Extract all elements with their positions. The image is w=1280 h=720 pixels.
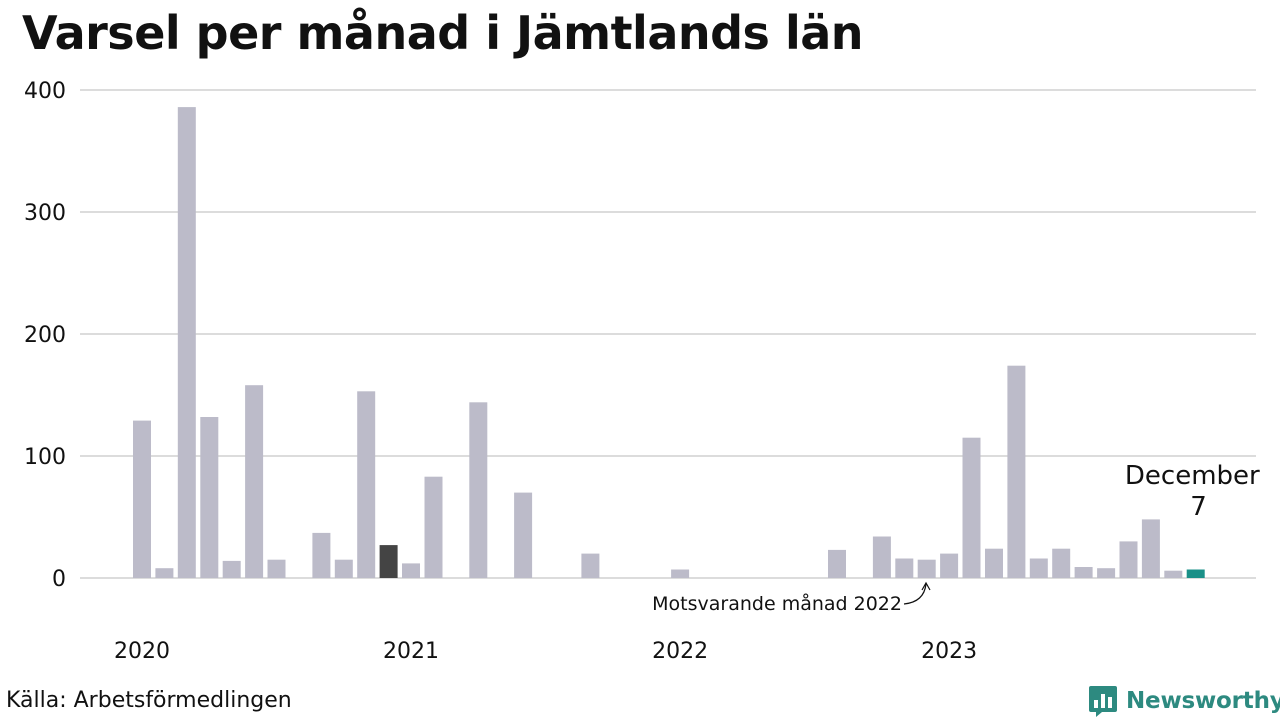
bar <box>402 563 420 578</box>
bar <box>1029 558 1048 578</box>
source-note: Källa: Arbetsförmedlingen <box>6 688 292 713</box>
bar <box>312 532 331 578</box>
x-tick-label: 2021 <box>383 639 439 664</box>
bar <box>469 402 488 578</box>
bar <box>962 437 981 578</box>
bar <box>985 548 1003 578</box>
bar <box>379 545 398 578</box>
bar <box>133 420 151 578</box>
bar <box>1186 569 1205 578</box>
x-tick-label: 2020 <box>114 639 170 664</box>
y-tick-label: 100 <box>24 445 66 470</box>
bar <box>1097 568 1116 578</box>
bar <box>334 559 353 578</box>
newsworthy-logo-icon <box>1089 686 1117 717</box>
bar <box>357 391 376 578</box>
y-tick-label: 300 <box>24 201 66 226</box>
bar <box>917 559 936 578</box>
bar <box>267 559 286 578</box>
bar <box>1141 519 1160 578</box>
bar <box>1007 365 1026 578</box>
brand-name: Newsworthy <box>1126 688 1280 714</box>
x-tick-label: 2022 <box>652 639 708 664</box>
x-tick-label: 2023 <box>921 639 977 664</box>
bar <box>514 492 533 578</box>
bar <box>1052 548 1071 578</box>
bar <box>155 568 174 578</box>
bar <box>895 558 914 578</box>
bar <box>581 553 600 578</box>
annotation-latest-month: December <box>1125 461 1260 491</box>
annotation-comparison-label: Motsvarande månad 2022 <box>652 592 902 615</box>
bar <box>222 560 241 578</box>
annotation-arrow <box>903 583 927 605</box>
bar <box>1164 570 1183 578</box>
y-tick-label: 0 <box>52 567 66 592</box>
bar <box>671 569 690 578</box>
bar <box>828 549 846 578</box>
bar <box>940 553 959 578</box>
bar <box>200 417 219 578</box>
bar <box>1119 541 1138 578</box>
annotation-latest-value: 7 <box>1190 492 1207 522</box>
brand-logo: Newsworthy <box>1088 684 1280 718</box>
y-tick-label: 200 <box>24 323 66 348</box>
bar <box>424 476 443 578</box>
bar <box>177 107 196 578</box>
bar <box>1074 567 1093 578</box>
annotation-arrow-head <box>921 581 931 591</box>
bar <box>245 385 264 578</box>
bar <box>872 536 891 578</box>
chart-title: Varsel per månad i Jämtlands län <box>22 6 864 60</box>
y-tick-label: 400 <box>24 79 66 104</box>
